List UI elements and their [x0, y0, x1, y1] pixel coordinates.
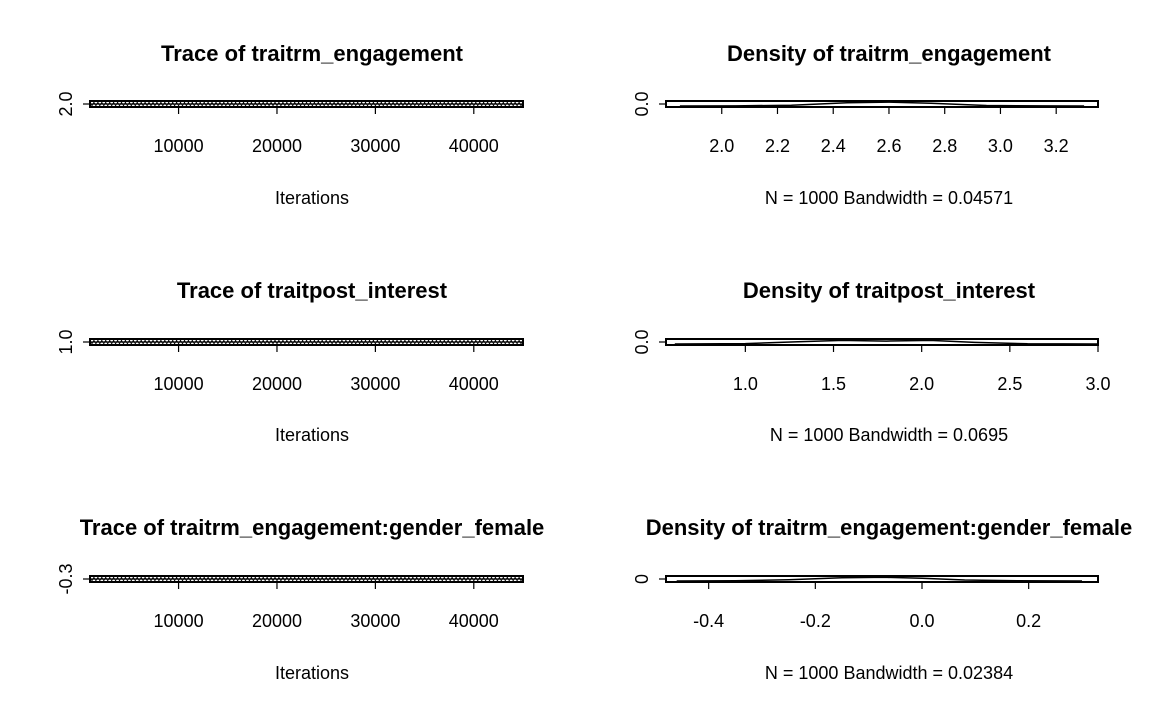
chart-panel-3: Trace of traitpost_interest 10000 20000 300… — [56, 278, 524, 445]
x-tick-label: 2.4 — [821, 136, 846, 156]
x-tick-label: 0.0 — [909, 611, 934, 631]
x-tick-label: 30000 — [350, 374, 400, 394]
chart-panel-6: Density of traitrm_engagement:gender_fem… — [632, 515, 1132, 683]
chart-panel-1: Trace of traitrm_engagement 10000 20000 300… — [56, 41, 524, 208]
x-axis-label: Iterations — [275, 188, 349, 208]
chart-title: Density of traitrm_engagement:gender_fem… — [646, 515, 1133, 540]
y-tick-label: 1.0 — [56, 329, 76, 354]
x-tick-label: 2.6 — [876, 136, 901, 156]
chart-title: Trace of traitrm_engagement — [161, 41, 464, 66]
chart-title: Density of traitrm_engagement — [727, 41, 1052, 66]
y-tick-label: 0.0 — [632, 91, 652, 116]
density-curve — [676, 576, 1083, 582]
y-tick-label: 0 — [632, 574, 652, 584]
x-tick-label: 20000 — [252, 374, 302, 394]
x-tick-label: 2.0 — [709, 136, 734, 156]
x-axis-label: N = 1000 Bandwidth = 0.04571 — [765, 188, 1013, 208]
x-tick-label: 40000 — [449, 374, 499, 394]
x-tick-label: -0.4 — [693, 611, 724, 631]
x-tick-label: 3.2 — [1044, 136, 1069, 156]
x-axis-label: Iterations — [275, 663, 349, 683]
x-axis-label: N = 1000 Bandwidth = 0.0695 — [770, 425, 1008, 445]
x-tick-label: 20000 — [252, 136, 302, 156]
chart-title: Density of traitpost_interest — [743, 278, 1036, 303]
x-tick-label: 1.5 — [821, 374, 846, 394]
x-tick-label: 40000 — [449, 611, 499, 631]
x-tick-label: 2.2 — [765, 136, 790, 156]
x-tick-label: 10000 — [154, 136, 204, 156]
y-tick-label: 0.0 — [632, 329, 652, 354]
x-tick-label: 3.0 — [988, 136, 1013, 156]
density-curve — [679, 101, 1085, 107]
x-tick-label: 1.0 — [733, 374, 758, 394]
x-axis-label: N = 1000 Bandwidth = 0.02384 — [765, 663, 1013, 683]
chart-panel-4: Density of traitpost_interest 1.0 1.5 2.0 2.… — [632, 278, 1111, 445]
x-tick-label: 2.5 — [997, 374, 1022, 394]
density-curve — [674, 339, 1099, 345]
x-tick-label: 10000 — [154, 611, 204, 631]
x-tick-label: 10000 — [154, 374, 204, 394]
y-tick-label: -0.3 — [56, 563, 76, 594]
x-tick-label: 2.0 — [909, 374, 934, 394]
chart-title: Trace of traitrm_engagement:gender_femal… — [80, 515, 545, 540]
x-tick-label: 2.8 — [932, 136, 957, 156]
x-tick-label: 40000 — [449, 136, 499, 156]
x-tick-label: -0.2 — [800, 611, 831, 631]
x-axis-label: Iterations — [275, 425, 349, 445]
chart-panel-2: Density of traitrm_engagement 2.0 2.2 2.4 2.… — [632, 41, 1099, 208]
chart-panel-5: Trace of traitrm_engagement:gender_femal… — [56, 515, 544, 683]
x-tick-label: 3.0 — [1085, 374, 1110, 394]
x-tick-label: 30000 — [350, 611, 400, 631]
x-tick-label: 20000 — [252, 611, 302, 631]
chart-title: Trace of traitpost_interest — [177, 278, 448, 303]
x-tick-label: 0.2 — [1016, 611, 1041, 631]
y-tick-label: 2.0 — [56, 91, 76, 116]
x-tick-label: 30000 — [350, 136, 400, 156]
